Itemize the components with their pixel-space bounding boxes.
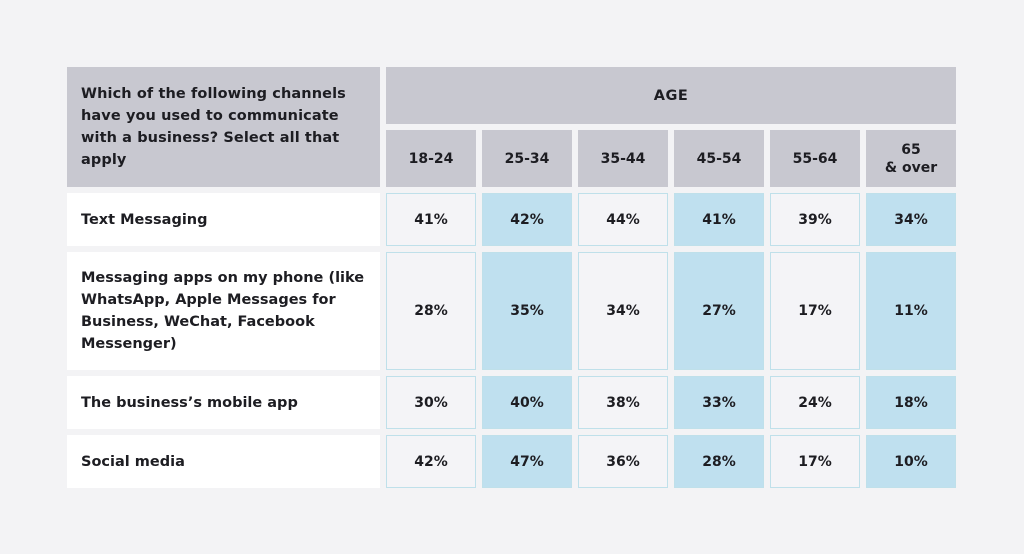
row-label: Social media xyxy=(67,435,380,488)
table-cell: 34% xyxy=(866,193,956,246)
table-cell: 33% xyxy=(674,376,764,429)
survey-table: Which of the following channels have you… xyxy=(67,67,956,488)
table-cell: 28% xyxy=(674,435,764,488)
table-cell: 17% xyxy=(770,435,860,488)
row-label: Messaging apps on my phone (like WhatsAp… xyxy=(67,252,380,370)
table-cell: 44% xyxy=(578,193,668,246)
table-cell: 24% xyxy=(770,376,860,429)
table-cell: 42% xyxy=(386,435,476,488)
age-group-header: AGE xyxy=(386,67,956,124)
age-column-header: 35-44 xyxy=(578,130,668,187)
question-header: Which of the following channels have you… xyxy=(67,67,380,187)
table-cell: 36% xyxy=(578,435,668,488)
table-cell: 11% xyxy=(866,252,956,370)
table-cell: 17% xyxy=(770,252,860,370)
table-cell: 10% xyxy=(866,435,956,488)
table-cell: 35% xyxy=(482,252,572,370)
row-label: Text Messaging xyxy=(67,193,380,246)
table-cell: 28% xyxy=(386,252,476,370)
table-cell: 41% xyxy=(674,193,764,246)
table-cell: 18% xyxy=(866,376,956,429)
age-column-header: 55-64 xyxy=(770,130,860,187)
age-column-header: 45-54 xyxy=(674,130,764,187)
table-cell: 41% xyxy=(386,193,476,246)
age-column-header: 25-34 xyxy=(482,130,572,187)
table-cell: 38% xyxy=(578,376,668,429)
table-cell: 40% xyxy=(482,376,572,429)
table-cell: 42% xyxy=(482,193,572,246)
table-cell: 27% xyxy=(674,252,764,370)
age-column-header: 18-24 xyxy=(386,130,476,187)
table-cell: 30% xyxy=(386,376,476,429)
table-cell: 47% xyxy=(482,435,572,488)
row-label: The business’s mobile app xyxy=(67,376,380,429)
table-cell: 39% xyxy=(770,193,860,246)
table-cell: 34% xyxy=(578,252,668,370)
age-column-header: 65 & over xyxy=(866,130,956,187)
